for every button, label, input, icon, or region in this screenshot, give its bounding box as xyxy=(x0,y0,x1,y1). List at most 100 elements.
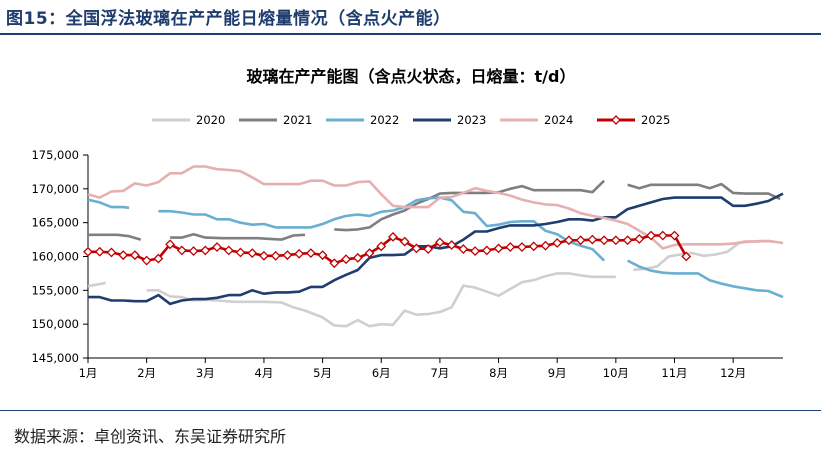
x-tick-label: 3月 xyxy=(196,366,215,380)
chart-title: 玻璃在产产能图（含点火状态，日熔量：t/d） xyxy=(247,67,576,86)
series-line-2020 xyxy=(146,272,616,328)
x-tick-label: 2月 xyxy=(137,366,156,380)
data-point-2025 xyxy=(294,248,305,259)
data-point-2025 xyxy=(364,248,375,259)
x-tick-label: 1月 xyxy=(79,366,98,380)
series-line-2022 xyxy=(87,198,130,210)
legend-item-2022: 2022 xyxy=(326,113,399,127)
data-point-2025 xyxy=(634,233,645,244)
line-chart: 玻璃在产产能图（含点火状态，日熔量：t/d） 2020 2021 2022 2023 2… xyxy=(31,67,784,380)
data-point-2025 xyxy=(153,253,164,264)
legend-marker xyxy=(611,115,621,125)
data-point-2025 xyxy=(352,252,363,263)
data-point-2025 xyxy=(176,245,187,256)
data-point-2025 xyxy=(528,241,539,252)
data-point-2025 xyxy=(587,234,598,245)
data-point-2025 xyxy=(305,248,316,259)
y-axis: 145,000 150,000 155,000 160,000 165,000 170,0… xyxy=(31,148,89,365)
x-tick-label: 4月 xyxy=(255,366,274,380)
series-line-2023 xyxy=(88,192,784,306)
data-point-2025 xyxy=(317,250,328,261)
series-line-2021 xyxy=(627,182,781,201)
data-point-2025 xyxy=(235,247,246,258)
legend-label: 2020 xyxy=(196,113,225,127)
series-line-2021 xyxy=(88,233,142,241)
data-point-2025 xyxy=(399,236,410,247)
y-tick-label: 175,000 xyxy=(31,148,79,162)
x-tick-label: 6月 xyxy=(372,366,391,380)
series-2020 xyxy=(87,239,775,328)
data-point-2025 xyxy=(657,230,668,241)
legend-item-2024: 2024 xyxy=(500,113,573,127)
data-point-2025 xyxy=(470,246,481,257)
y-tick-label: 155,000 xyxy=(31,283,79,297)
y-tick-label: 160,000 xyxy=(31,250,79,264)
legend-item-2021: 2021 xyxy=(239,113,312,127)
data-point-2025 xyxy=(540,240,551,251)
data-point-2025 xyxy=(505,242,516,252)
series-line-2022 xyxy=(158,196,606,262)
x-tick-label: 8月 xyxy=(489,366,508,380)
y-tick-label: 150,000 xyxy=(31,317,79,331)
source-divider xyxy=(0,410,821,411)
data-point-2025 xyxy=(446,240,457,250)
data-point-2025 xyxy=(552,238,563,248)
series-line-2024 xyxy=(87,165,784,250)
data-point-2025 xyxy=(94,246,105,257)
data-point-2025 xyxy=(599,235,610,246)
data-point-2025 xyxy=(493,243,504,254)
data-point-2025 xyxy=(270,250,281,261)
data-point-2025 xyxy=(481,245,492,256)
plot-area xyxy=(83,165,784,328)
y-tick-label: 170,000 xyxy=(31,182,79,196)
data-point-2025 xyxy=(434,237,445,248)
data-point-2025 xyxy=(458,244,469,254)
legend-label: 2021 xyxy=(283,113,312,127)
y-tick-label: 145,000 xyxy=(31,351,79,365)
x-tick-label: 5月 xyxy=(313,366,332,380)
data-point-2025 xyxy=(517,242,527,252)
data-point-2025 xyxy=(681,251,692,262)
legend-label: 2022 xyxy=(370,113,399,127)
legend-label: 2025 xyxy=(641,113,670,127)
series-line-2025 xyxy=(88,234,688,265)
series-line-2022 xyxy=(627,259,784,299)
data-point-2025 xyxy=(165,239,176,250)
y-tick-label: 165,000 xyxy=(31,216,79,230)
data-point-2025 xyxy=(212,242,222,252)
x-tick-label: 11月 xyxy=(661,366,687,380)
source-note: 数据来源：卓创资讯、东吴证券研究所 xyxy=(14,427,287,446)
data-point-2025 xyxy=(130,250,140,261)
data-point-2025 xyxy=(106,247,117,258)
series-line-2021 xyxy=(170,232,306,241)
data-point-2025 xyxy=(247,248,258,259)
legend-item-2023: 2023 xyxy=(413,113,486,127)
data-point-2025 xyxy=(622,235,633,246)
data-point-2025 xyxy=(259,250,269,261)
data-point-2025 xyxy=(575,235,586,246)
series-2024 xyxy=(87,165,784,250)
series-2023 xyxy=(88,192,784,306)
x-axis: 1月 2月 3月 4月 5月 6月 7月 8月 9月 10月 11月 12月 xyxy=(79,357,783,380)
data-point-2025 xyxy=(223,245,234,256)
data-point-2025 xyxy=(610,235,621,246)
series-2025 xyxy=(83,230,692,269)
data-point-2025 xyxy=(188,246,199,257)
data-point-2025 xyxy=(282,250,293,261)
legend-item-2020: 2020 xyxy=(152,113,225,127)
data-point-2025 xyxy=(646,230,656,241)
data-point-2025 xyxy=(411,243,422,254)
x-tick-label: 10月 xyxy=(603,366,629,380)
series-line-2020 xyxy=(87,281,106,288)
data-point-2025 xyxy=(376,241,387,252)
x-tick-label: 9月 xyxy=(548,366,567,380)
legend-label: 2024 xyxy=(544,113,573,127)
data-point-2025 xyxy=(141,255,152,266)
x-tick-label: 12月 xyxy=(720,366,746,380)
chart-legend: 2020 2021 2022 2023 2024 2025 xyxy=(152,113,670,127)
data-point-2025 xyxy=(329,258,340,269)
x-tick-label: 7月 xyxy=(430,366,449,380)
series-2022 xyxy=(87,196,784,299)
data-point-2025 xyxy=(118,250,129,261)
series-line-2021 xyxy=(334,179,606,232)
